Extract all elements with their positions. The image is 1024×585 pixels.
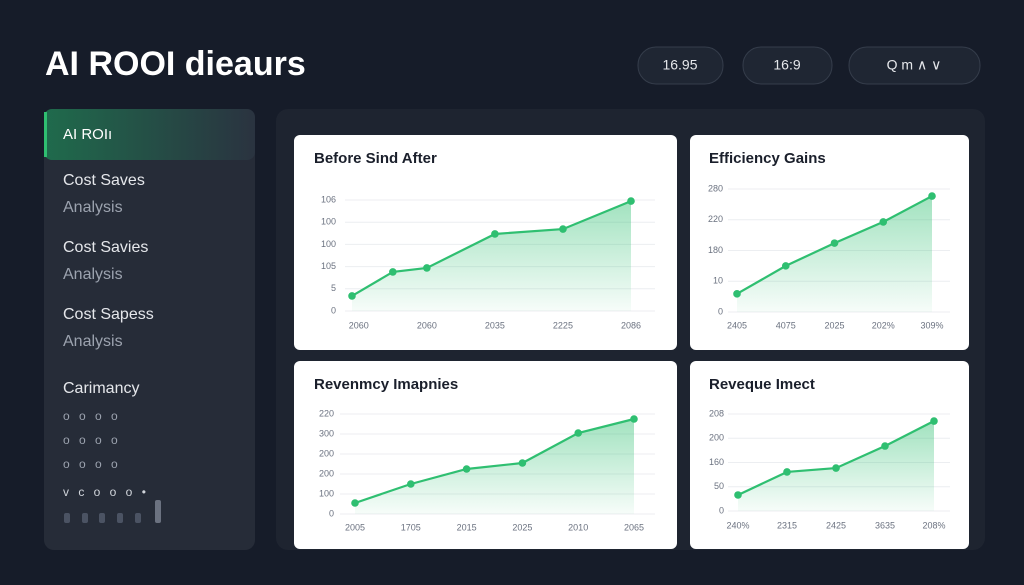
y-tick-label: 160 — [709, 457, 724, 467]
point — [928, 192, 936, 200]
x-tick-label: 2010 — [568, 522, 588, 532]
x-tick-label: 2025 — [512, 522, 532, 532]
chart-title: Reveque Imect — [709, 376, 815, 393]
x-tick-label: 2405 — [727, 320, 747, 330]
y-tick-label: 200 — [709, 433, 724, 443]
x-tick-label: 2060 — [349, 320, 369, 330]
mini-bars — [64, 500, 161, 523]
point — [491, 230, 499, 238]
x-tick-label: 4075 — [776, 320, 796, 330]
point — [559, 225, 567, 233]
nav-item[interactable]: Cost Saves — [63, 172, 145, 189]
dot-row: o o o o — [63, 433, 121, 447]
x-tick-label: 309% — [920, 320, 943, 330]
y-tick-label: 180 — [708, 245, 723, 255]
dot-row: v c o o o • — [63, 485, 149, 499]
chart-title: Before Sind After — [314, 150, 437, 167]
point — [734, 491, 742, 499]
y-tick-label: 208 — [709, 408, 724, 418]
point — [783, 468, 791, 476]
x-tick-label: 1705 — [401, 522, 421, 532]
point — [930, 417, 938, 425]
y-tick-label: 106 — [321, 194, 336, 204]
point — [389, 268, 397, 276]
x-tick-label: 202% — [872, 320, 895, 330]
page-title: AI ROOI dieaurs — [45, 45, 306, 83]
button-label[interactable]: 16.95 — [662, 57, 697, 73]
chart-title: Efficiency Gains — [709, 150, 826, 167]
button[interactable] — [848, 46, 981, 85]
y-tick-label: 5 — [331, 283, 336, 293]
point — [407, 480, 415, 488]
point — [423, 264, 431, 272]
x-tick-label: 2065 — [624, 522, 644, 532]
x-tick-label: 240% — [726, 520, 749, 530]
x-tick-label: 2005 — [345, 522, 365, 532]
y-tick-label: 300 — [319, 428, 334, 438]
y-tick-label: 0 — [718, 306, 723, 316]
button-label[interactable]: 16:9 — [773, 57, 800, 73]
point — [627, 197, 635, 205]
point — [830, 239, 839, 247]
nav-subitem[interactable]: Analysis — [63, 333, 123, 350]
nav-item[interactable]: Cost Sapess — [63, 306, 154, 323]
x-tick-label: 2086 — [621, 320, 641, 330]
point — [574, 429, 582, 437]
section-title: Carimancy — [63, 380, 139, 397]
y-tick-label: 100 — [321, 239, 336, 249]
y-tick-label: 0 — [329, 508, 334, 518]
point — [733, 290, 741, 298]
x-tick-label: 2060 — [417, 320, 437, 330]
y-tick-label: 200 — [319, 468, 334, 478]
y-tick-label: 200 — [319, 448, 334, 458]
y-tick-label: 105 — [321, 261, 336, 271]
x-tick-label: 2015 — [457, 522, 477, 532]
nav-subitem[interactable]: Analysis — [63, 266, 123, 283]
area — [352, 201, 631, 311]
point — [881, 442, 889, 450]
nav-subitem[interactable]: Analysis — [63, 199, 123, 216]
point — [879, 218, 888, 226]
x-tick-label: 2025 — [824, 320, 844, 330]
chart-title: Revenmcy Imapnies — [314, 376, 458, 393]
point — [832, 464, 840, 472]
line — [351, 200, 632, 297]
point — [781, 262, 790, 270]
active-indicator — [44, 112, 47, 157]
point — [462, 465, 471, 473]
y-tick-label: 0 — [331, 305, 336, 315]
x-tick-label: 2225 — [553, 320, 573, 330]
x-tick-label: 2425 — [826, 520, 846, 530]
dot-row: o o o o — [63, 457, 121, 471]
x-tick-label: 2035 — [485, 320, 505, 330]
y-tick-label: 100 — [321, 217, 336, 227]
nav-item[interactable]: AI ROIı — [63, 126, 112, 143]
nav-item[interactable]: Cost Savies — [63, 239, 148, 256]
x-tick-label: 3635 — [875, 520, 895, 530]
point — [351, 499, 359, 507]
x-tick-label: 2315 — [777, 520, 797, 530]
y-tick-label: 220 — [708, 214, 723, 224]
y-tick-label: 280 — [708, 183, 723, 193]
button[interactable] — [637, 46, 724, 85]
button-label[interactable]: Q m ∧ ∨ — [887, 57, 942, 73]
x-tick-label: 208% — [922, 520, 945, 530]
sidebar — [44, 109, 255, 550]
sidebar-active[interactable] — [44, 109, 255, 160]
y-tick-label: 100 — [319, 488, 334, 498]
y-tick-label: 220 — [319, 408, 334, 418]
point — [630, 415, 638, 423]
y-tick-label: 10 — [713, 276, 723, 286]
dot-row: o o o o — [63, 409, 121, 423]
button[interactable] — [742, 46, 833, 85]
point — [518, 459, 527, 467]
area — [738, 421, 934, 511]
y-tick-label: 0 — [719, 505, 724, 515]
line — [354, 417, 635, 505]
y-tick-label: 50 — [714, 481, 724, 491]
point — [348, 292, 356, 300]
